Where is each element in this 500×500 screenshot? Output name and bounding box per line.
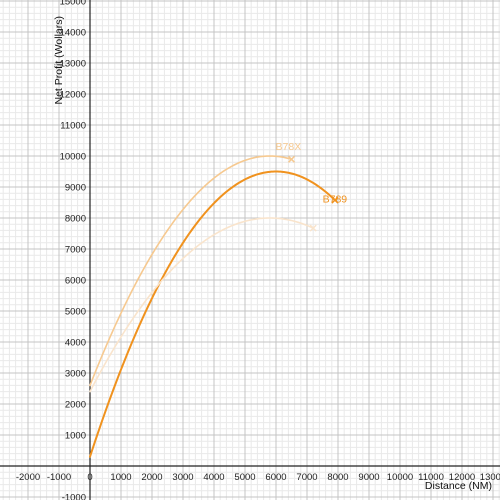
x-tick-label: 2000 — [141, 472, 162, 483]
y-tick-label: 15000 — [60, 0, 86, 8]
series-end-marker — [287, 155, 296, 163]
series-label: B78X — [276, 141, 302, 153]
series-line — [89, 217, 314, 393]
y-axis-title: Net Profit (Wollars) — [53, 16, 65, 105]
series-line — [89, 155, 293, 387]
y-tick-label: 8000 — [65, 214, 86, 225]
x-tick-label: 5000 — [234, 472, 255, 483]
series-end-marker — [309, 224, 317, 232]
y-tick-label: 1000 — [65, 431, 86, 442]
x-tick-label: 13000 — [480, 472, 500, 483]
y-tick-label: 7000 — [65, 245, 86, 256]
y-tick-label: 3000 — [65, 369, 86, 380]
y-tick-label: 10000 — [60, 152, 86, 163]
x-tick-label: 6000 — [265, 472, 286, 483]
y-tick-labels: -1000 1000 2000 3000 4000 5000 6000 7000 8000 900… — [60, 0, 86, 500]
y-tick-label: 6000 — [65, 276, 86, 287]
y-tick-label: 12000 — [60, 90, 86, 101]
y-tick-label: 5000 — [65, 307, 86, 318]
x-tick-label: 0 — [87, 472, 92, 483]
series-line — [89, 170, 336, 458]
y-tick-label: 2000 — [65, 400, 86, 411]
x-tick-labels: -2000 -1000 0 1000 2000 3000 4000 5000 6000 7000 8… — [16, 472, 500, 483]
x-tick-label: 9000 — [358, 472, 379, 483]
x-tick-label: -1000 — [47, 472, 71, 483]
x-tick-label: 1000 — [110, 472, 131, 483]
series-end-marker — [331, 196, 339, 204]
x-tick-label: 4000 — [203, 472, 224, 483]
x-tick-label: 8000 — [327, 472, 348, 483]
x-tick-label: -2000 — [16, 472, 40, 483]
y-tick-label: -1000 — [62, 493, 86, 500]
series-label: B789 — [323, 194, 348, 206]
x-tick-label: 3000 — [172, 472, 193, 483]
y-tick-label: 9000 — [65, 183, 86, 194]
x-tick-label: 10000 — [387, 472, 413, 483]
x-tick-label: 11000 — [418, 472, 444, 483]
y-tick-label: 11000 — [60, 121, 86, 132]
x-axis-title: Distance (NM) — [425, 480, 492, 492]
x-tick-label: 7000 — [296, 472, 317, 483]
y-tick-label: 4000 — [65, 338, 86, 349]
y-tick-label: 14000 — [60, 28, 86, 39]
x-tick-label: 12000 — [449, 472, 475, 483]
y-tick-label: 13000 — [60, 59, 86, 70]
series-layer: B78X B789 — [89, 141, 348, 458]
